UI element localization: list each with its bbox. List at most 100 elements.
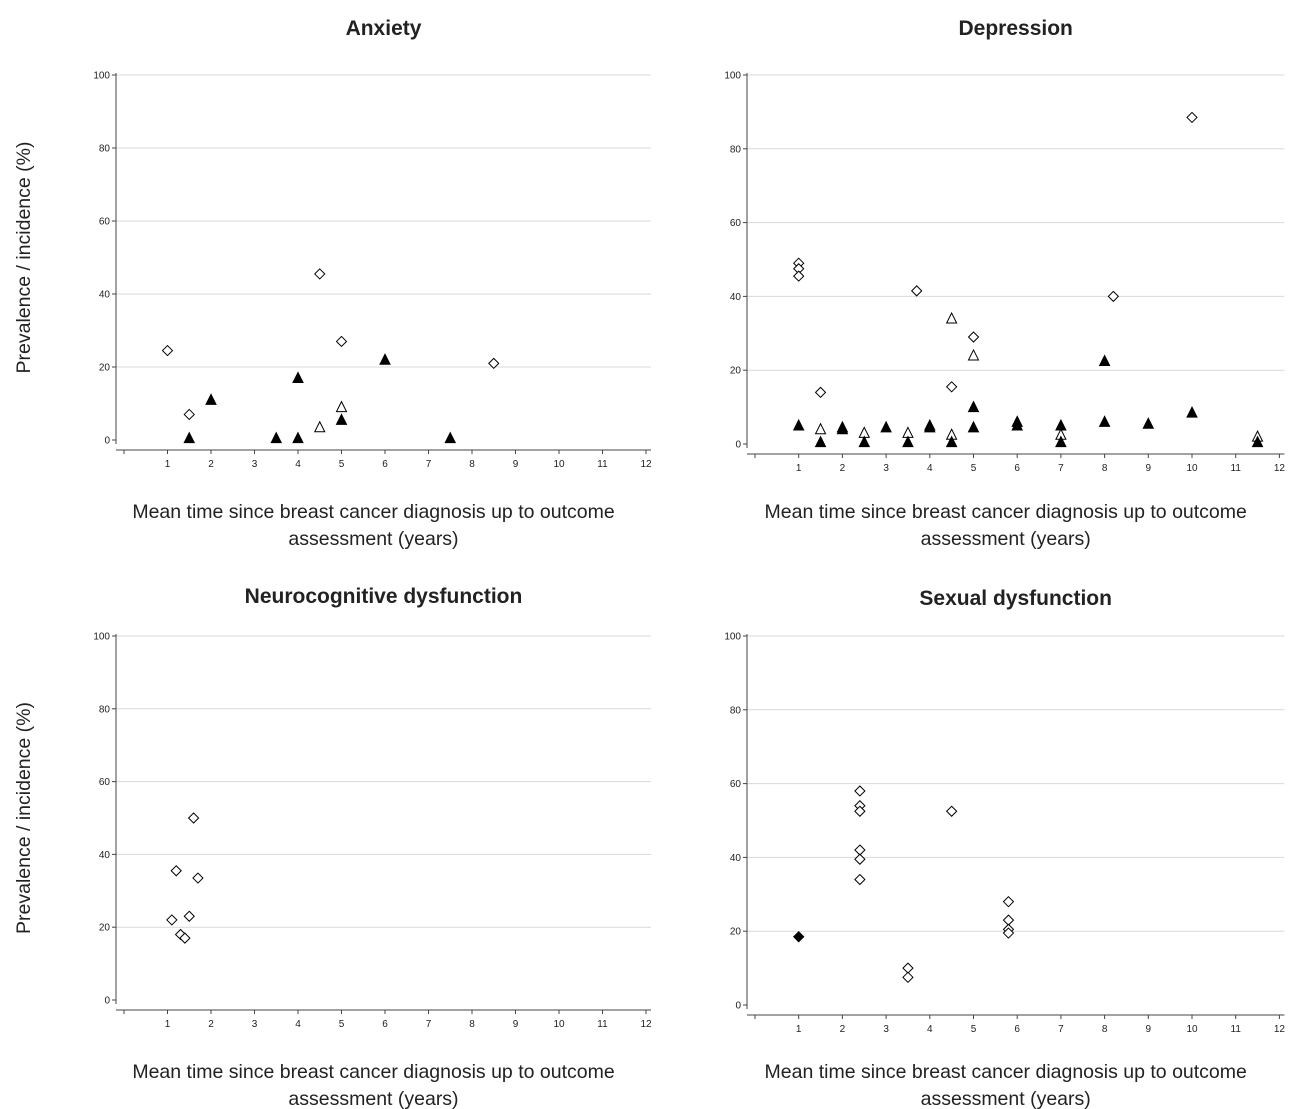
filled-triangle-point bbox=[1186, 406, 1198, 418]
x-tick-label: 2 bbox=[840, 463, 846, 474]
open-diamond-point bbox=[1002, 914, 1015, 926]
filled-triangle-point bbox=[1011, 415, 1024, 427]
open-diamond-point bbox=[854, 844, 866, 856]
open-diamond-point bbox=[854, 805, 866, 817]
filled-triangle-point bbox=[1055, 418, 1067, 431]
y-tick-label: 80 bbox=[99, 144, 111, 155]
open-diamond-point bbox=[1186, 111, 1198, 124]
y-tick-label: 20 bbox=[730, 927, 742, 938]
open-diamond-point bbox=[335, 335, 348, 348]
chart-title: Anxiety bbox=[346, 17, 422, 40]
open-diamond-point bbox=[192, 872, 204, 884]
open-diamond-point bbox=[854, 785, 866, 797]
y-tick-label: 100 bbox=[93, 71, 110, 82]
y-tick-label: 20 bbox=[99, 363, 111, 374]
x-tick-label: 2 bbox=[208, 459, 214, 470]
x-tick-label: 11 bbox=[1231, 463, 1242, 474]
open-triangle-point bbox=[313, 420, 326, 433]
filled-triangle-point bbox=[967, 420, 980, 433]
x-axis-label: Mean time since breast cancer diagnosis … bbox=[765, 1061, 1247, 1109]
x-tick-label: 10 bbox=[1186, 463, 1198, 474]
filled-triangle-point bbox=[1142, 417, 1155, 429]
x-tick-label: 3 bbox=[883, 463, 889, 474]
x-tick-label: 1 bbox=[796, 463, 802, 474]
open-diamond-point bbox=[166, 914, 178, 926]
y-tick-label: 80 bbox=[99, 704, 111, 715]
chart-title: Depression bbox=[959, 17, 1073, 40]
x-tick-label: 11 bbox=[1231, 1024, 1242, 1035]
open-diamond-point bbox=[488, 357, 500, 370]
x-tick-label: 1 bbox=[165, 459, 171, 470]
filled-triangle-point bbox=[858, 435, 871, 448]
chart-title: Neurocognitive dysfunction bbox=[245, 585, 523, 608]
filled-triangle-point bbox=[335, 413, 348, 425]
y-tick-label: 60 bbox=[99, 777, 111, 788]
open-diamond-point bbox=[814, 386, 827, 399]
open-diamond-point bbox=[187, 812, 200, 824]
open-triangle-point bbox=[335, 400, 348, 413]
y-axis-label: Prevalence / incidence (%) bbox=[13, 702, 35, 934]
open-diamond-point bbox=[161, 344, 174, 357]
x-tick-label: 5 bbox=[971, 1024, 977, 1035]
filled-triangle-point bbox=[814, 435, 827, 448]
y-tick-label: 40 bbox=[99, 850, 111, 861]
y-tick-label: 60 bbox=[730, 218, 742, 229]
open-diamond-point bbox=[792, 270, 805, 282]
filled-triangle-point bbox=[945, 435, 958, 448]
x-tick-label: 6 bbox=[1014, 463, 1020, 474]
x-tick-label: 7 bbox=[1058, 463, 1064, 474]
x-tick-label: 10 bbox=[1186, 1024, 1198, 1035]
y-axis-label: Prevalence / incidence (%) bbox=[13, 142, 35, 374]
y-tick-label: 20 bbox=[730, 366, 742, 377]
filled-triangle-point bbox=[379, 353, 391, 365]
filled-triangle-point bbox=[270, 431, 283, 444]
open-diamond-point bbox=[945, 381, 958, 393]
x-axis-label: Mean time since breast cancer diagnosis … bbox=[132, 1061, 614, 1109]
filled-triangle-point bbox=[880, 420, 892, 433]
filled-triangle-point bbox=[183, 431, 196, 444]
x-tick-label: 2 bbox=[840, 1024, 846, 1035]
y-tick-label: 60 bbox=[730, 779, 742, 790]
y-tick-label: 0 bbox=[104, 996, 110, 1007]
x-tick-label: 7 bbox=[1058, 1024, 1064, 1035]
x-tick-label: 8 bbox=[1102, 463, 1108, 474]
filled-triangle-point bbox=[902, 435, 914, 448]
filled-diamond-point bbox=[792, 931, 805, 943]
x-tick-label: 12 bbox=[640, 459, 652, 470]
y-tick-label: 40 bbox=[730, 292, 742, 303]
x-tick-label: 12 bbox=[640, 1019, 652, 1030]
open-diamond-point bbox=[170, 865, 182, 877]
open-diamond-point bbox=[1002, 895, 1015, 908]
filled-triangle-point bbox=[1055, 435, 1067, 448]
open-diamond-point bbox=[1002, 927, 1015, 939]
x-tick-label: 4 bbox=[927, 463, 933, 474]
x-tick-label: 5 bbox=[971, 463, 977, 474]
open-diamond-point bbox=[910, 285, 923, 297]
x-tick-label: 1 bbox=[796, 1024, 802, 1035]
x-tick-label: 10 bbox=[553, 1019, 565, 1030]
x-tick-label: 6 bbox=[382, 459, 388, 470]
chart-title: Sexual dysfunction bbox=[919, 587, 1112, 610]
x-tick-label: 6 bbox=[382, 1019, 388, 1030]
open-diamond-point bbox=[902, 971, 914, 984]
filled-triangle-point bbox=[1251, 435, 1264, 448]
y-tick-label: 40 bbox=[99, 290, 111, 301]
y-tick-label: 60 bbox=[99, 217, 111, 228]
x-axis-label: Mean time since breast cancer diagnosis … bbox=[765, 501, 1247, 550]
x-tick-label: 8 bbox=[469, 459, 475, 470]
x-tick-label: 12 bbox=[1274, 1024, 1286, 1035]
open-diamond-point bbox=[314, 268, 326, 280]
open-diamond-point bbox=[183, 910, 195, 922]
filled-triangle-point bbox=[292, 371, 304, 383]
x-tick-label: 9 bbox=[513, 459, 519, 470]
open-diamond-point bbox=[902, 962, 914, 974]
open-diamond-point bbox=[945, 805, 958, 817]
open-triangle-point bbox=[945, 311, 958, 324]
open-diamond-point bbox=[179, 932, 191, 944]
x-tick-label: 2 bbox=[208, 1019, 214, 1030]
x-tick-label: 3 bbox=[252, 459, 258, 470]
x-axis-label: Mean time since breast cancer diagnosis … bbox=[132, 501, 614, 550]
filled-triangle-point bbox=[792, 418, 805, 431]
y-tick-label: 100 bbox=[93, 632, 110, 643]
